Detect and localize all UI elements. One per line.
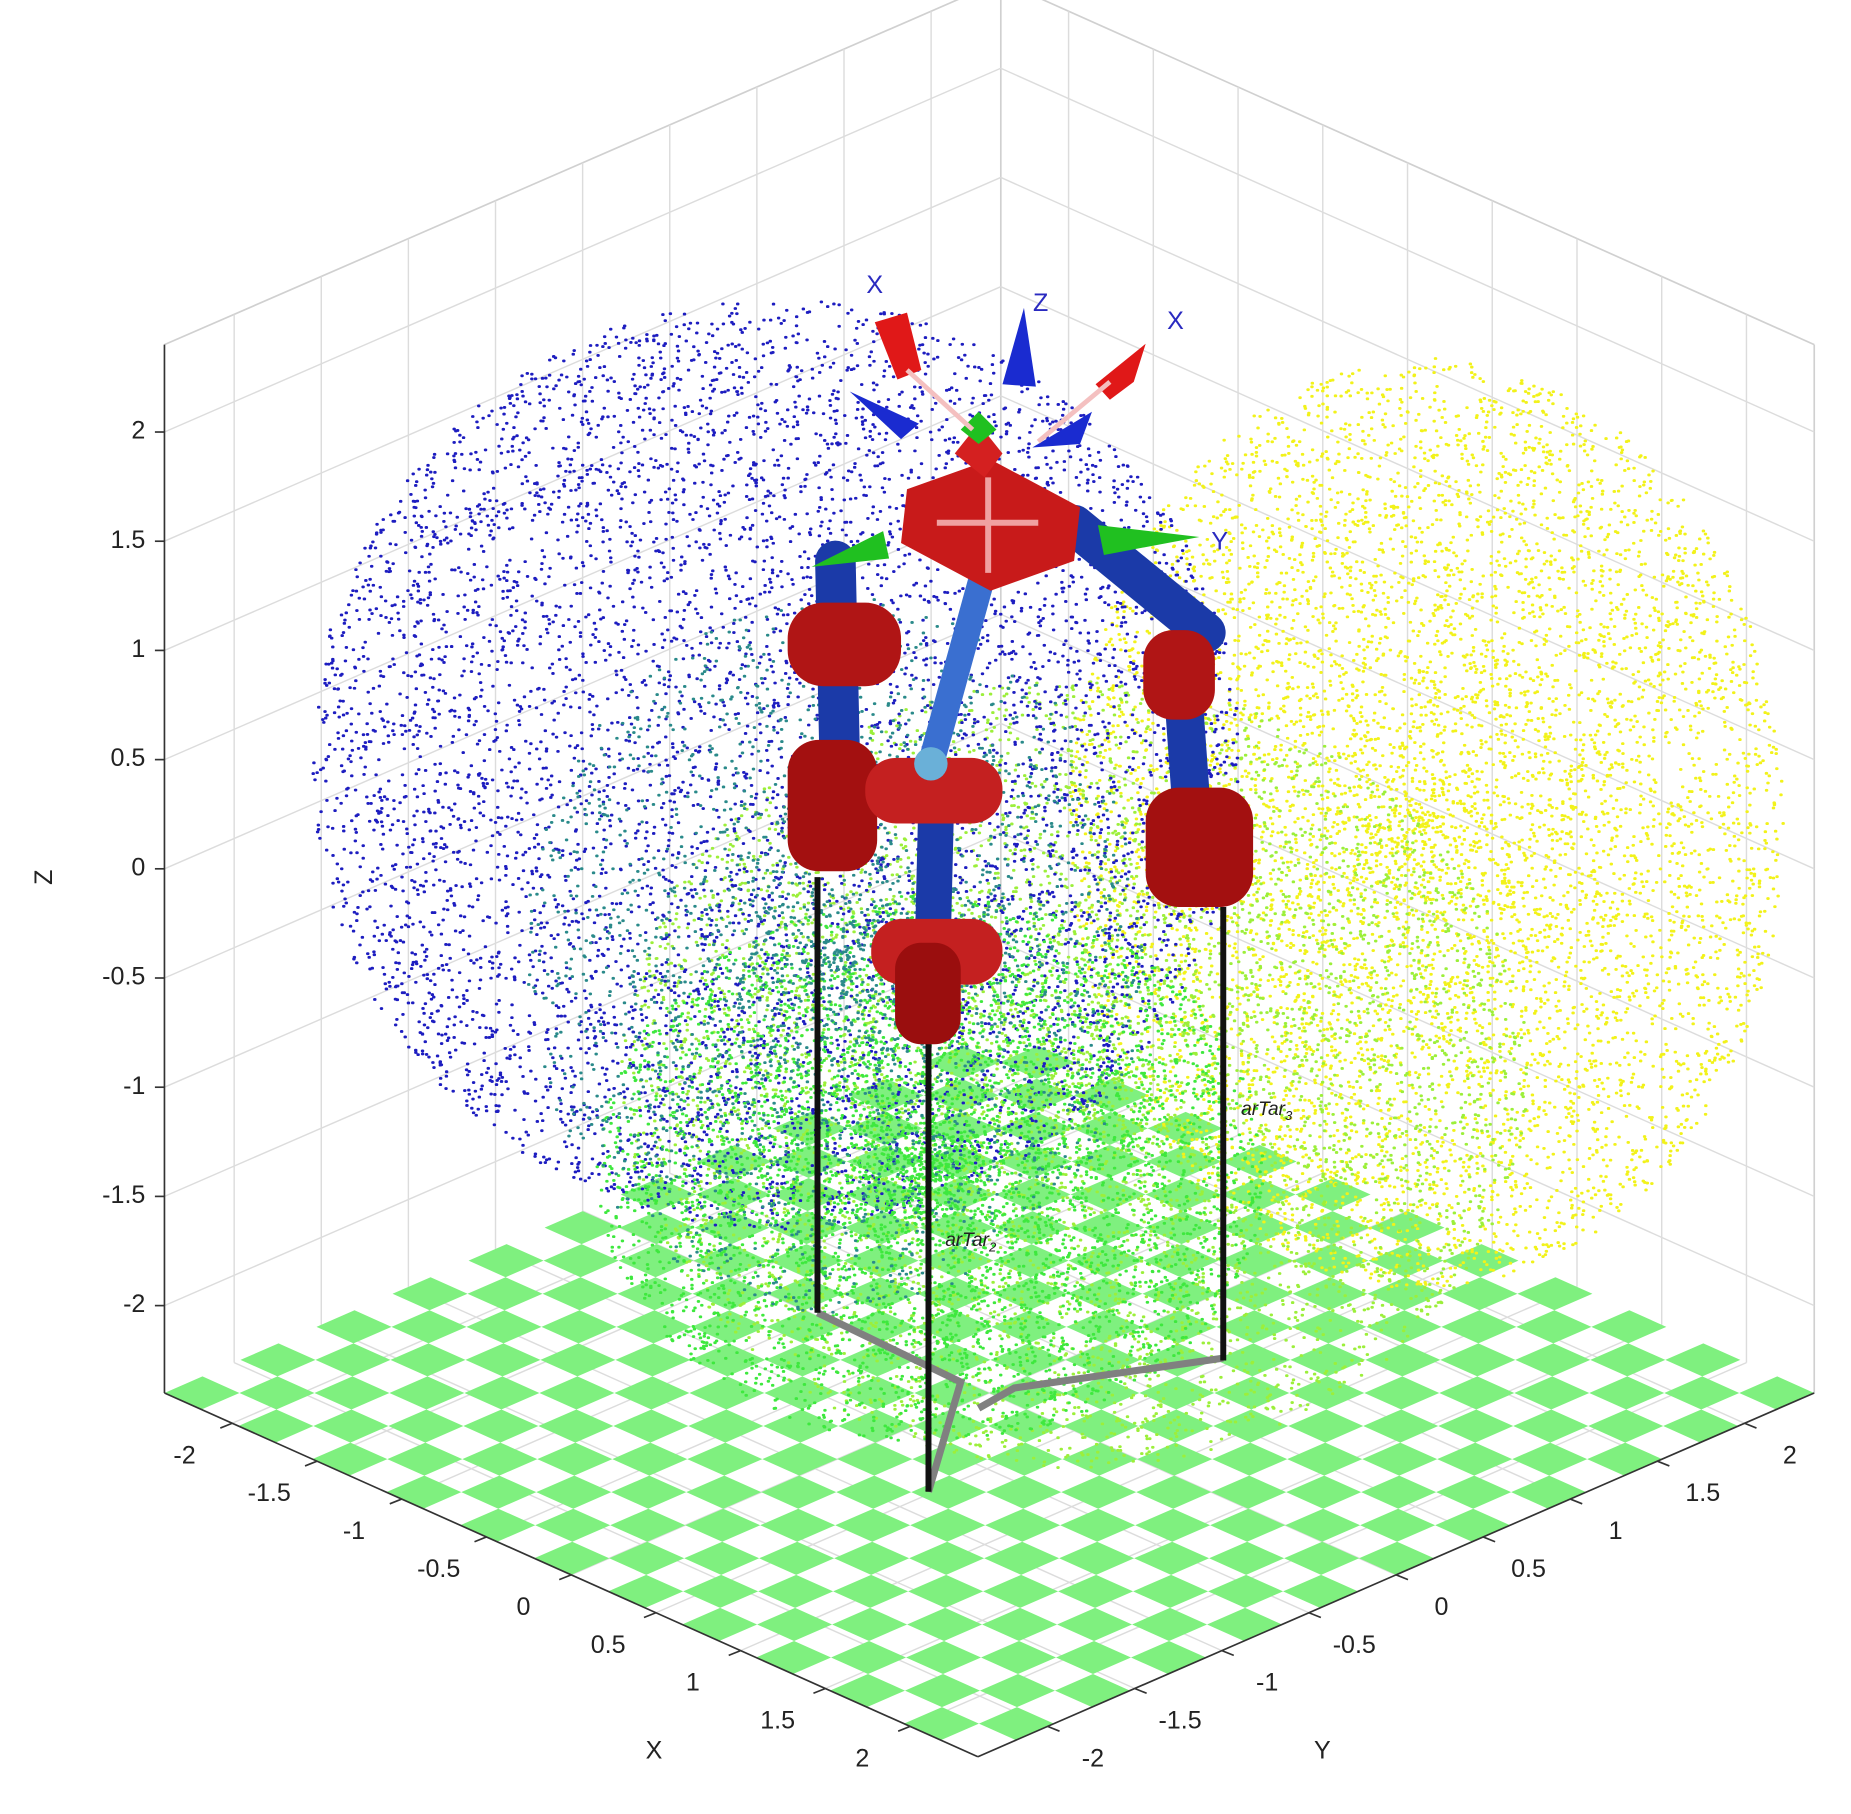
joint-hub bbox=[914, 747, 948, 781]
x-tick bbox=[219, 1422, 233, 1429]
frame-shaft bbox=[905, 368, 975, 432]
x-tick-label: 1 bbox=[686, 1669, 700, 1697]
link bbox=[1053, 504, 1226, 653]
frame-arrow bbox=[874, 312, 922, 380]
y-tick bbox=[1657, 1460, 1670, 1467]
x-tick bbox=[558, 1574, 572, 1581]
x-tick-label: -1 bbox=[343, 1517, 365, 1545]
x-tick bbox=[643, 1611, 657, 1619]
joint bbox=[895, 942, 961, 1045]
frame-shaft bbox=[1036, 380, 1112, 444]
y-tick bbox=[1308, 1611, 1322, 1619]
y-tick-label: -1 bbox=[1256, 1669, 1278, 1697]
frame-label: Z bbox=[1033, 289, 1048, 317]
robot: X Z X Y arTar2 arTar3 bbox=[787, 271, 1293, 1493]
z-tick-label: 2 bbox=[131, 417, 145, 445]
x-tick bbox=[813, 1687, 826, 1695]
z-tick-label: 1 bbox=[131, 635, 145, 663]
floor-tiles bbox=[164, 1045, 1815, 1741]
x-tick-label: -2 bbox=[173, 1441, 195, 1469]
base-link bbox=[976, 1354, 1224, 1412]
y-tick-label: 1.5 bbox=[1685, 1479, 1720, 1507]
frame-arrow bbox=[849, 391, 919, 440]
z-tick-label: 1.5 bbox=[111, 526, 146, 554]
joint bbox=[865, 757, 1003, 824]
leg-label-text: arTar bbox=[1241, 1099, 1285, 1120]
base-link bbox=[815, 1309, 965, 1493]
y-axis-label: Y bbox=[1314, 1737, 1331, 1765]
frame-arrow bbox=[1002, 307, 1036, 387]
z-tick-label: -0.5 bbox=[102, 963, 145, 991]
y-tick-label: -1.5 bbox=[1158, 1707, 1201, 1735]
x-tick bbox=[389, 1498, 403, 1505]
frame-arrow bbox=[811, 531, 890, 567]
z-tick-label: -1.5 bbox=[102, 1181, 145, 1209]
y-tick bbox=[1221, 1649, 1235, 1657]
y-tick bbox=[1134, 1687, 1147, 1695]
joint bbox=[1145, 787, 1254, 907]
z-axis-label: Z bbox=[30, 870, 58, 885]
y-tick bbox=[1482, 1536, 1496, 1543]
frame-label: X bbox=[1167, 307, 1184, 335]
point-cloud bbox=[527, 598, 1144, 1314]
z-tick-label: 0 bbox=[131, 853, 145, 881]
y-tick-label: 0 bbox=[1434, 1593, 1448, 1621]
joint bbox=[1143, 630, 1215, 720]
z-tick-label: -2 bbox=[123, 1290, 145, 1318]
y-tick-label: -0.5 bbox=[1333, 1631, 1376, 1659]
joint bbox=[787, 602, 902, 687]
y-tick bbox=[1744, 1422, 1757, 1429]
y-tick-label: 1 bbox=[1609, 1517, 1623, 1545]
frame-arrow bbox=[1097, 525, 1200, 555]
leg-label: arTar3 bbox=[1241, 1099, 1293, 1124]
frame-label: X bbox=[866, 271, 883, 299]
leg-label-sub: 3 bbox=[1285, 1109, 1293, 1124]
x-tick-label: -1.5 bbox=[248, 1479, 291, 1507]
axes: Z X Y -2 -1.5 -1 -0.5 0 0.5 1 1.5 2 -2 -1.5 -1 -0.5 0… bbox=[30, 344, 1815, 1772]
x-tick bbox=[304, 1460, 318, 1467]
floor bbox=[164, 1045, 1815, 1741]
x-tick-label: -0.5 bbox=[417, 1555, 460, 1583]
x-tick-label: 2 bbox=[855, 1744, 869, 1772]
leg-label-text: arTar bbox=[945, 1230, 989, 1251]
platform-top bbox=[954, 423, 1003, 478]
joint bbox=[787, 739, 878, 872]
leg-label: arTar2 bbox=[945, 1230, 997, 1255]
x-tick-label: 0 bbox=[516, 1593, 530, 1621]
y-tick-label: 2 bbox=[1783, 1441, 1797, 1469]
frame-label: Y bbox=[1211, 528, 1228, 556]
y-tick bbox=[1569, 1498, 1583, 1505]
y-tick-label: -2 bbox=[1082, 1744, 1104, 1772]
point-clouds bbox=[311, 300, 1785, 1469]
x-tick bbox=[728, 1649, 741, 1657]
x-tick bbox=[897, 1725, 911, 1732]
leg-label-sub: 2 bbox=[988, 1240, 997, 1255]
x-tick bbox=[474, 1536, 487, 1543]
z-tick-label: 0.5 bbox=[111, 744, 146, 772]
frame-arrow bbox=[960, 411, 997, 444]
z-tick-label: -1 bbox=[123, 1072, 145, 1100]
y-tick bbox=[1047, 1725, 1060, 1732]
y-tick bbox=[1395, 1574, 1409, 1581]
x-tick-label: 0.5 bbox=[591, 1631, 626, 1659]
x-tick-label: 1.5 bbox=[760, 1707, 795, 1735]
x-axis-label: X bbox=[646, 1737, 663, 1765]
y-tick-label: 0.5 bbox=[1511, 1555, 1546, 1583]
frame-arrow bbox=[1095, 343, 1146, 400]
